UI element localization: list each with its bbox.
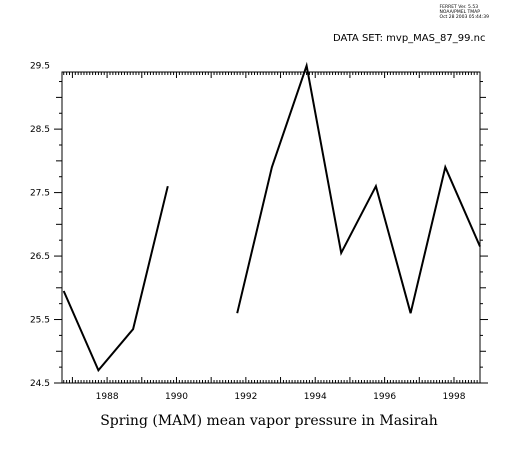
series-line-segment: [236, 61, 481, 314]
y-tick-label: 27.5: [30, 189, 50, 199]
ferret-version-info: FERRET Ver. 5.53 NOAA/PMEL TMAP Oct 28 2…: [440, 5, 489, 20]
tick-labels: 1988 1990 1992 1994 1996 1998 24.5 25.5 26.5 27.5…: [30, 62, 466, 402]
chart-title: Spring (MAM) mean vapor pressure in Masi…: [100, 413, 438, 429]
y-tick-label: 25.5: [30, 316, 50, 326]
dataset-label: DATA SET: mvp_MAS_87_99.nc: [333, 33, 486, 44]
series-line-segment: [62, 185, 169, 373]
y-tick-label: 24.5: [30, 379, 50, 389]
x-tick-label: 1990: [165, 392, 188, 402]
y-tick-label: 26.5: [30, 252, 50, 262]
x-tick-label: 1988: [96, 392, 119, 402]
org-line: NOAA/PMEL TMAP: [439, 10, 480, 15]
data-lines: [62, 61, 481, 373]
y-tick-label: 28.5: [30, 125, 50, 135]
date-line: Oct 28 2003 05:44:39: [439, 15, 489, 20]
plot-frame: [61, 71, 481, 384]
x-tick-label: 1998: [443, 392, 466, 402]
x-tick-label: 1996: [373, 392, 396, 402]
y-tick-label: 29.5: [30, 62, 50, 72]
x-tick-label: 1992: [234, 392, 257, 402]
version-line: FERRET Ver. 5.53: [439, 5, 479, 10]
x-tick-label: 1994: [304, 392, 327, 402]
axis-ticks: [54, 72, 488, 384]
